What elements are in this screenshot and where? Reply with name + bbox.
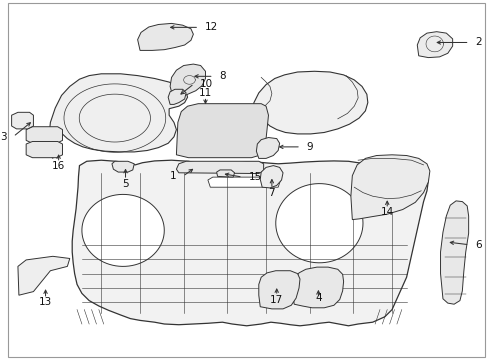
Polygon shape: [258, 271, 299, 309]
Text: 11: 11: [199, 88, 212, 98]
Polygon shape: [207, 177, 280, 187]
Polygon shape: [112, 161, 134, 172]
Polygon shape: [256, 138, 279, 158]
Polygon shape: [170, 64, 205, 97]
Polygon shape: [246, 71, 367, 156]
Polygon shape: [82, 194, 164, 266]
Polygon shape: [260, 166, 283, 188]
Text: 1: 1: [170, 171, 177, 181]
Polygon shape: [72, 160, 427, 326]
Polygon shape: [176, 161, 263, 174]
Polygon shape: [216, 170, 234, 177]
Polygon shape: [176, 104, 268, 158]
Text: 12: 12: [204, 22, 218, 32]
Text: 2: 2: [474, 37, 481, 48]
Text: 16: 16: [52, 161, 65, 171]
Polygon shape: [440, 201, 468, 304]
Text: 7: 7: [268, 188, 275, 198]
Text: 5: 5: [122, 179, 128, 189]
Polygon shape: [168, 89, 186, 104]
Text: 3: 3: [0, 132, 7, 142]
Polygon shape: [26, 127, 62, 143]
Text: 15: 15: [248, 172, 262, 182]
Polygon shape: [416, 32, 452, 58]
Polygon shape: [292, 267, 343, 308]
Text: 13: 13: [39, 297, 52, 307]
Text: 10: 10: [200, 78, 213, 89]
Text: 6: 6: [474, 240, 481, 250]
Text: 14: 14: [380, 207, 393, 217]
Text: 4: 4: [314, 293, 321, 303]
Polygon shape: [12, 112, 33, 129]
Polygon shape: [275, 184, 362, 263]
Polygon shape: [49, 74, 187, 158]
Polygon shape: [18, 256, 70, 295]
Polygon shape: [137, 23, 193, 50]
Polygon shape: [350, 155, 429, 220]
Polygon shape: [26, 141, 62, 158]
Text: 8: 8: [219, 71, 225, 81]
Text: 17: 17: [269, 294, 283, 305]
Text: 9: 9: [306, 142, 313, 152]
